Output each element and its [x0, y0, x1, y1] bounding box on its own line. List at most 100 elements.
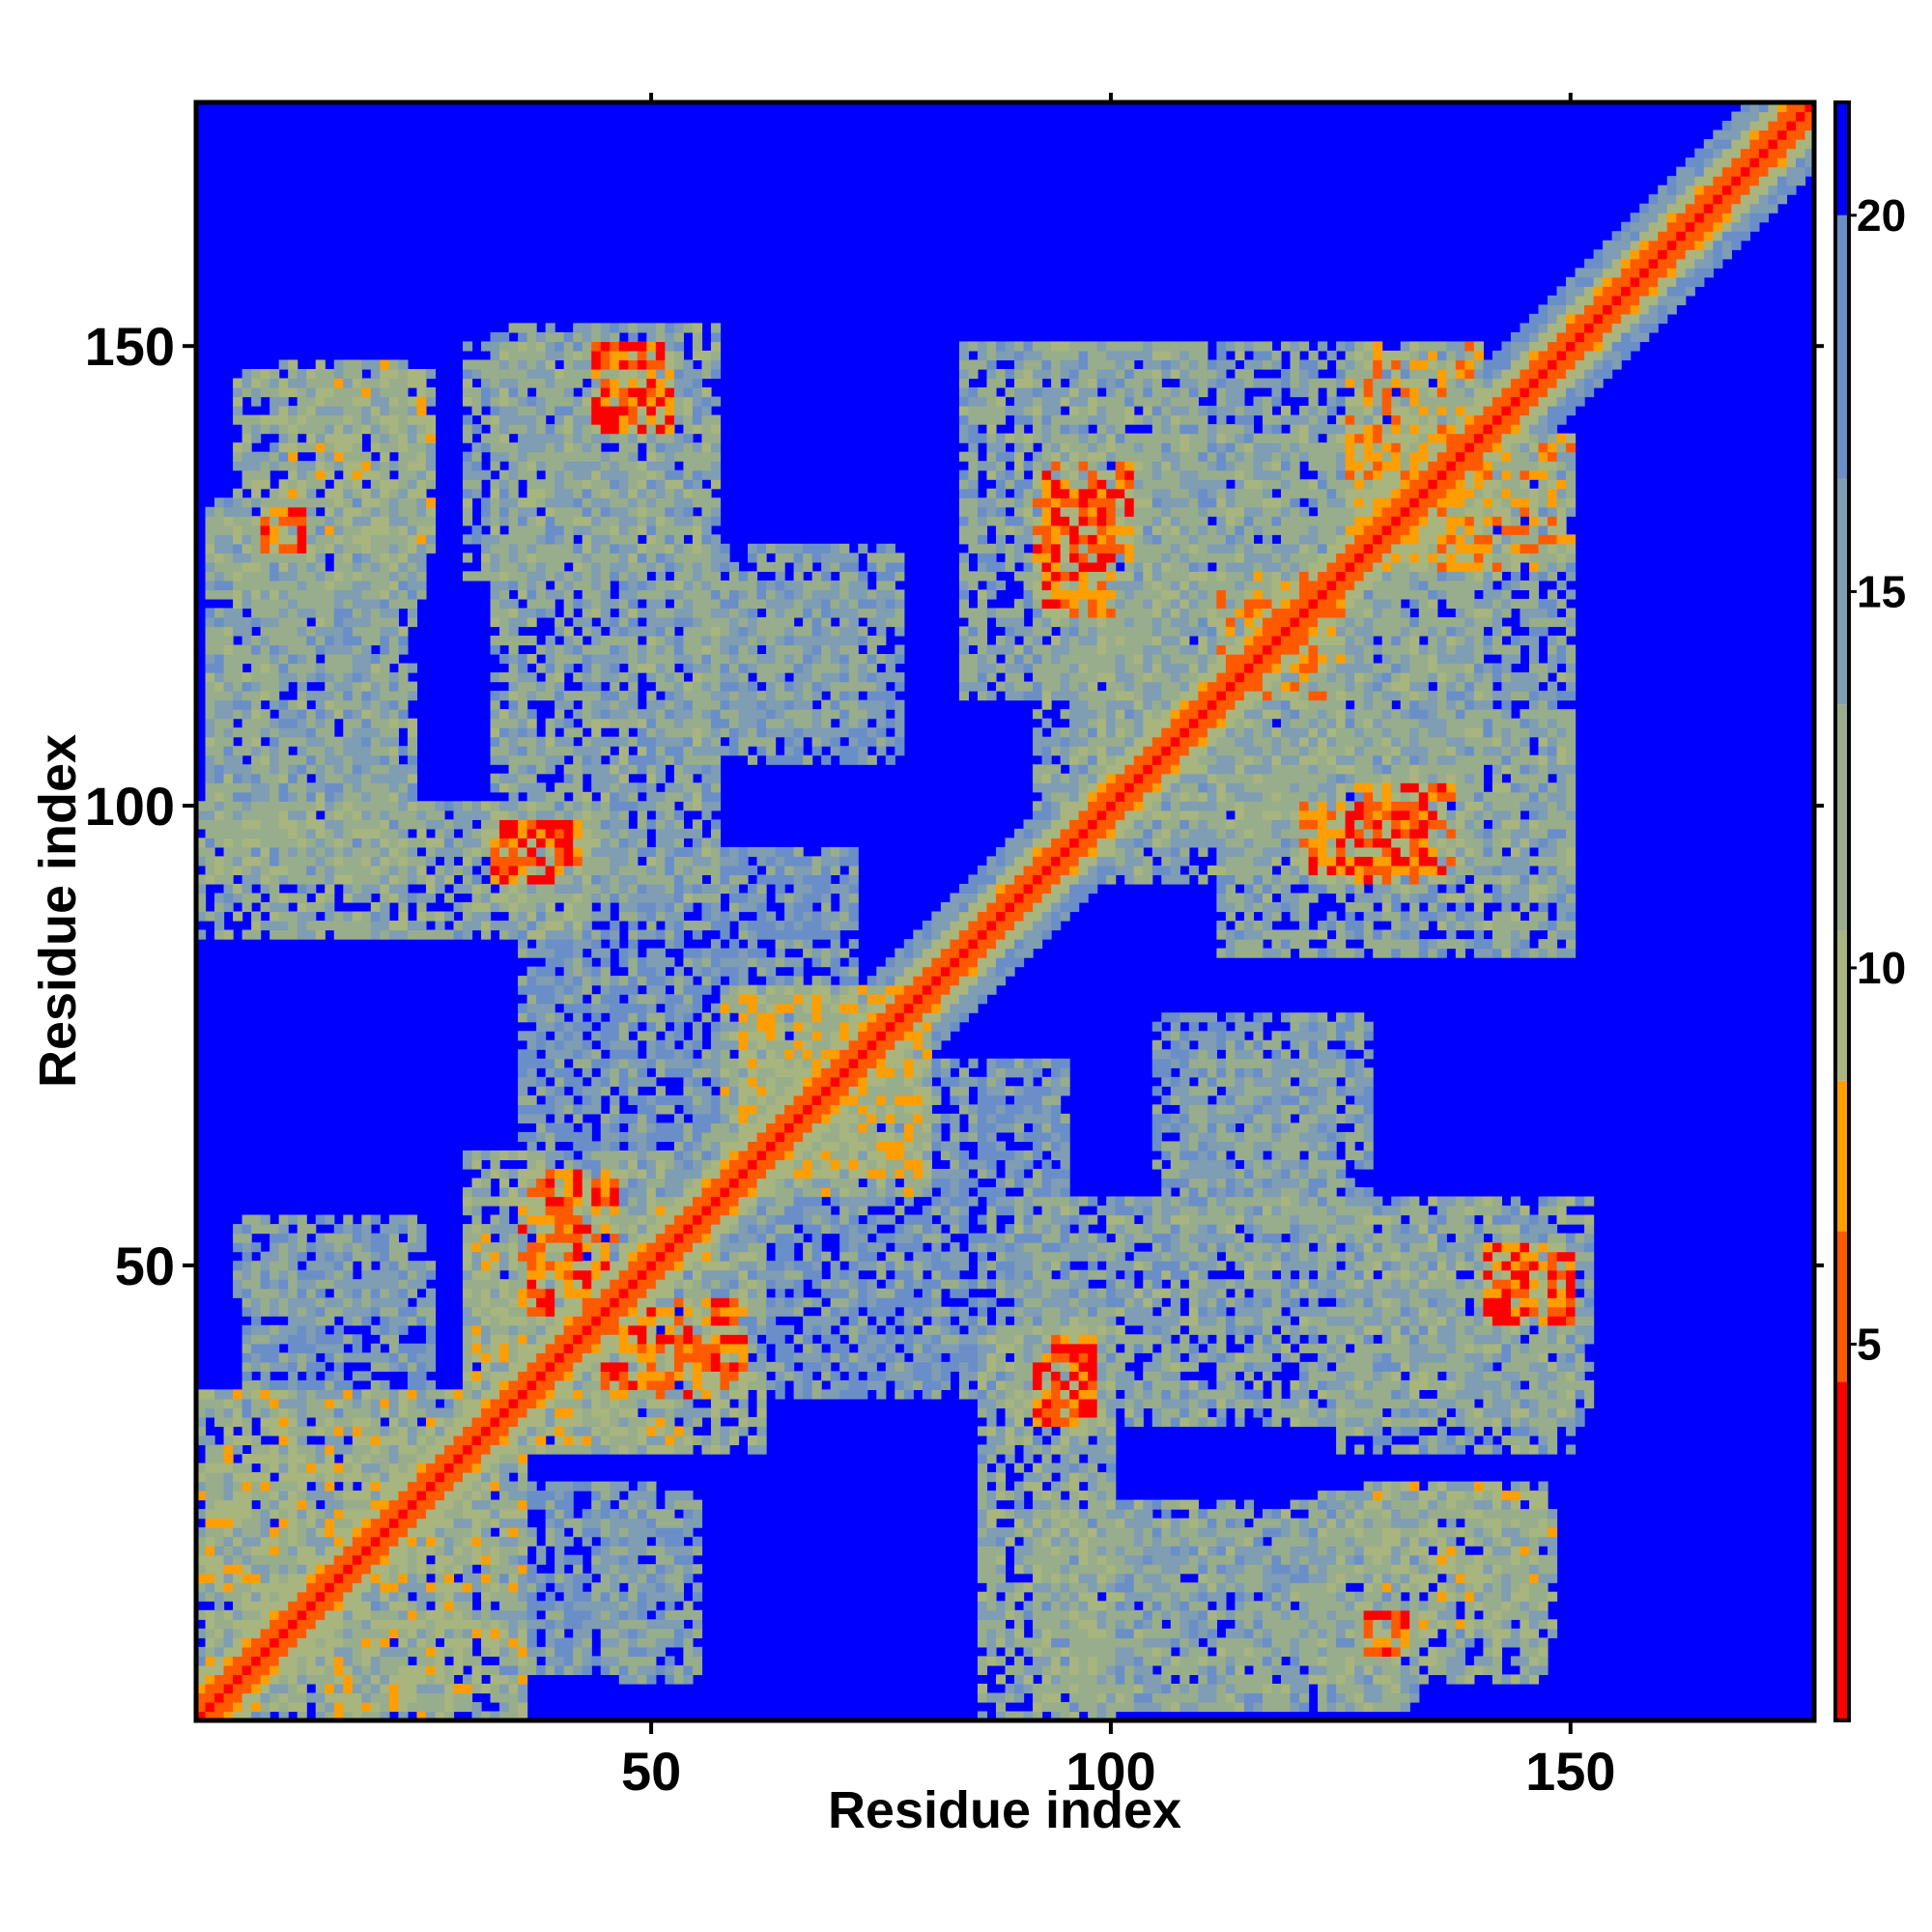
heatmap-cell [343, 406, 354, 416]
heatmap-cell [425, 1591, 437, 1602]
heatmap-cell [343, 1334, 354, 1345]
heatmap-cell [591, 644, 602, 655]
heatmap-cell [554, 1206, 565, 1216]
heatmap-cell [343, 1628, 354, 1638]
heatmap-cell [388, 921, 399, 931]
heatmap-cell [573, 1288, 583, 1298]
heatmap-cell [407, 1261, 418, 1271]
heatmap-cell [545, 1646, 555, 1657]
heatmap-cell [499, 516, 510, 526]
heatmap-cell [223, 1664, 234, 1676]
heatmap-cell [380, 406, 390, 416]
heatmap-cell [380, 488, 390, 498]
heatmap-cell [526, 406, 537, 416]
heatmap-cell [380, 838, 390, 848]
heatmap-cell [628, 801, 639, 811]
heatmap-cell [582, 525, 592, 535]
heatmap-cell [361, 810, 372, 820]
heatmap-cell [380, 396, 390, 407]
heatmap-cell [628, 1361, 639, 1372]
heatmap-cell [573, 516, 583, 526]
heatmap-cell [306, 525, 317, 535]
heatmap-cell [288, 1251, 298, 1262]
heatmap-cell [278, 746, 289, 756]
heatmap-cell [380, 1435, 390, 1446]
heatmap-cell [260, 1554, 270, 1565]
heatmap-cell [297, 1637, 307, 1648]
heatmap-cell [407, 580, 418, 591]
heatmap-cell [545, 663, 555, 673]
heatmap-cell [343, 1316, 354, 1326]
heatmap-cell [270, 1619, 280, 1630]
heatmap-cell [453, 838, 464, 848]
heatmap-cell [398, 901, 409, 913]
heatmap-cell [380, 746, 390, 756]
heatmap-cell [582, 589, 592, 600]
heatmap-cell [297, 1269, 307, 1280]
heatmap-cell [333, 1509, 344, 1520]
heatmap-cell [471, 1656, 482, 1666]
heatmap-cell [563, 1536, 574, 1547]
heatmap-cell [481, 1619, 492, 1630]
heatmap-cell [370, 378, 381, 388]
heatmap-cell [518, 589, 528, 600]
heatmap-cell [563, 1481, 574, 1492]
heatmap-cell [352, 736, 362, 747]
heatmap-cell [278, 736, 289, 747]
heatmap-cell [407, 1683, 418, 1694]
heatmap-cell [600, 1518, 611, 1528]
heatmap-cell [526, 341, 537, 352]
heatmap-cell [297, 1518, 307, 1528]
heatmap-cell [370, 1297, 381, 1308]
heatmap-cell [388, 1334, 399, 1345]
heatmap-cell [545, 764, 555, 775]
heatmap-cell [388, 387, 399, 398]
heatmap-cell [251, 1324, 262, 1335]
heatmap-cell [518, 810, 528, 820]
heatmap-cell [325, 1343, 335, 1353]
heatmap-cell [398, 1546, 409, 1556]
heatmap-cell [554, 1031, 565, 1041]
heatmap-cell [333, 1379, 344, 1390]
heatmap-cell [214, 691, 225, 701]
heatmap-cell [278, 1536, 289, 1547]
heatmap-cell [388, 1664, 399, 1676]
heatmap-cell [361, 874, 372, 885]
heatmap-cell [628, 406, 639, 416]
heatmap-cell [600, 782, 611, 793]
heatmap-cell [398, 801, 409, 811]
heatmap-cell [223, 856, 234, 867]
heatmap-cell [554, 718, 565, 728]
heatmap-cell [352, 1628, 362, 1638]
heatmap-cell [536, 893, 547, 903]
heatmap-cell [508, 681, 519, 692]
heatmap-cell [425, 819, 437, 830]
heatmap-cell [380, 663, 390, 673]
heatmap-cell [223, 497, 234, 508]
heatmap-cell [545, 1609, 555, 1620]
heatmap-cell [270, 406, 280, 416]
heatmap-cell [563, 406, 574, 416]
heatmap-cell [325, 488, 335, 498]
heatmap-cell [260, 782, 270, 793]
heatmap-cell [343, 461, 354, 471]
heatmap-cell [545, 939, 555, 950]
heatmap-cell [242, 1628, 252, 1638]
heatmap-cell [618, 654, 629, 665]
heatmap-cell [582, 1021, 592, 1032]
heatmap-cell [370, 1454, 381, 1464]
heatmap-cell [205, 1573, 215, 1583]
heatmap-cell [536, 1379, 547, 1390]
heatmap-cell [526, 1435, 537, 1446]
heatmap-cell [490, 1279, 500, 1290]
heatmap-cell [251, 1398, 262, 1409]
heatmap-cell [352, 414, 362, 425]
heatmap-cell [554, 1499, 565, 1510]
heatmap-cell [333, 1416, 344, 1428]
heatmap-cell [462, 1554, 473, 1565]
heatmap-cell [526, 874, 537, 885]
heatmap-cell [471, 1472, 482, 1483]
heatmap-cell [407, 598, 418, 610]
heatmap-cell [297, 414, 307, 425]
heatmap-cell [407, 1628, 418, 1638]
